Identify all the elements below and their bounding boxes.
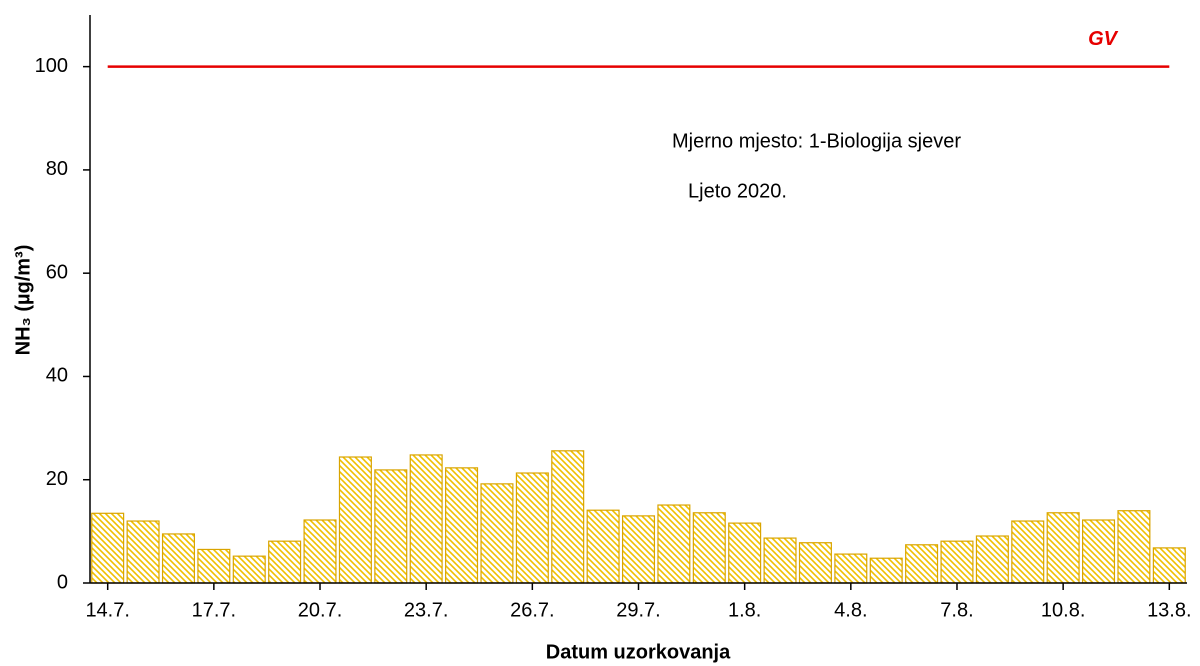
bar: [409, 454, 443, 584]
bar: [905, 544, 939, 584]
reference-label: GV: [1088, 28, 1119, 50]
x-tick-label: 26.7.: [510, 599, 554, 621]
x-tick-label: 29.7.: [616, 599, 660, 621]
bar: [374, 469, 408, 584]
annotation: Ljeto 2020.: [688, 180, 787, 202]
bar: [1046, 512, 1080, 584]
bar: [798, 542, 832, 584]
bar: [763, 537, 797, 584]
bar: [197, 548, 231, 584]
bar: [91, 512, 125, 584]
x-axis-title: Datum uzorkovanja: [546, 641, 731, 663]
bar: [161, 533, 195, 584]
bar: [268, 540, 302, 584]
bar: [338, 456, 372, 584]
y-tick-label: 40: [46, 365, 68, 387]
x-tick-label: 14.7.: [85, 599, 129, 621]
bar: [657, 504, 691, 584]
y-tick-label: 20: [46, 468, 68, 490]
y-tick-label: 0: [57, 571, 68, 593]
bar: [480, 483, 514, 584]
x-tick-label: 1.8.: [728, 599, 761, 621]
bar: [303, 519, 337, 584]
bar: [869, 557, 903, 584]
annotation: Mjerno mjesto: 1-Biologija sjever: [672, 130, 961, 152]
bar: [232, 555, 266, 584]
bar: [586, 509, 620, 584]
bar: [1117, 510, 1151, 584]
bar: [515, 472, 549, 584]
y-axis-title: NH₃ (µg/m³): [12, 245, 34, 356]
bar: [445, 467, 479, 584]
bar: [975, 535, 1009, 584]
bar: [621, 515, 656, 584]
x-tick-label: 10.8.: [1041, 599, 1085, 621]
x-tick-label: 20.7.: [298, 599, 342, 621]
y-tick-label: 60: [46, 261, 68, 283]
x-tick-label: 17.7.: [192, 599, 236, 621]
x-tick-label: 23.7.: [404, 599, 448, 621]
bar: [126, 520, 160, 584]
bar: [1082, 519, 1116, 584]
y-tick-label: 100: [35, 55, 68, 77]
x-tick-label: 7.8.: [940, 599, 973, 621]
bar: [692, 512, 726, 584]
bar: [834, 553, 868, 584]
x-tick-label: 4.8.: [834, 599, 867, 621]
bar: [940, 540, 974, 584]
bar: [551, 450, 585, 584]
bar: [1152, 547, 1186, 584]
bar: [728, 522, 762, 584]
x-tick-label: 13.8.: [1147, 599, 1191, 621]
y-tick-label: 80: [46, 158, 68, 180]
bar: [1011, 520, 1045, 584]
